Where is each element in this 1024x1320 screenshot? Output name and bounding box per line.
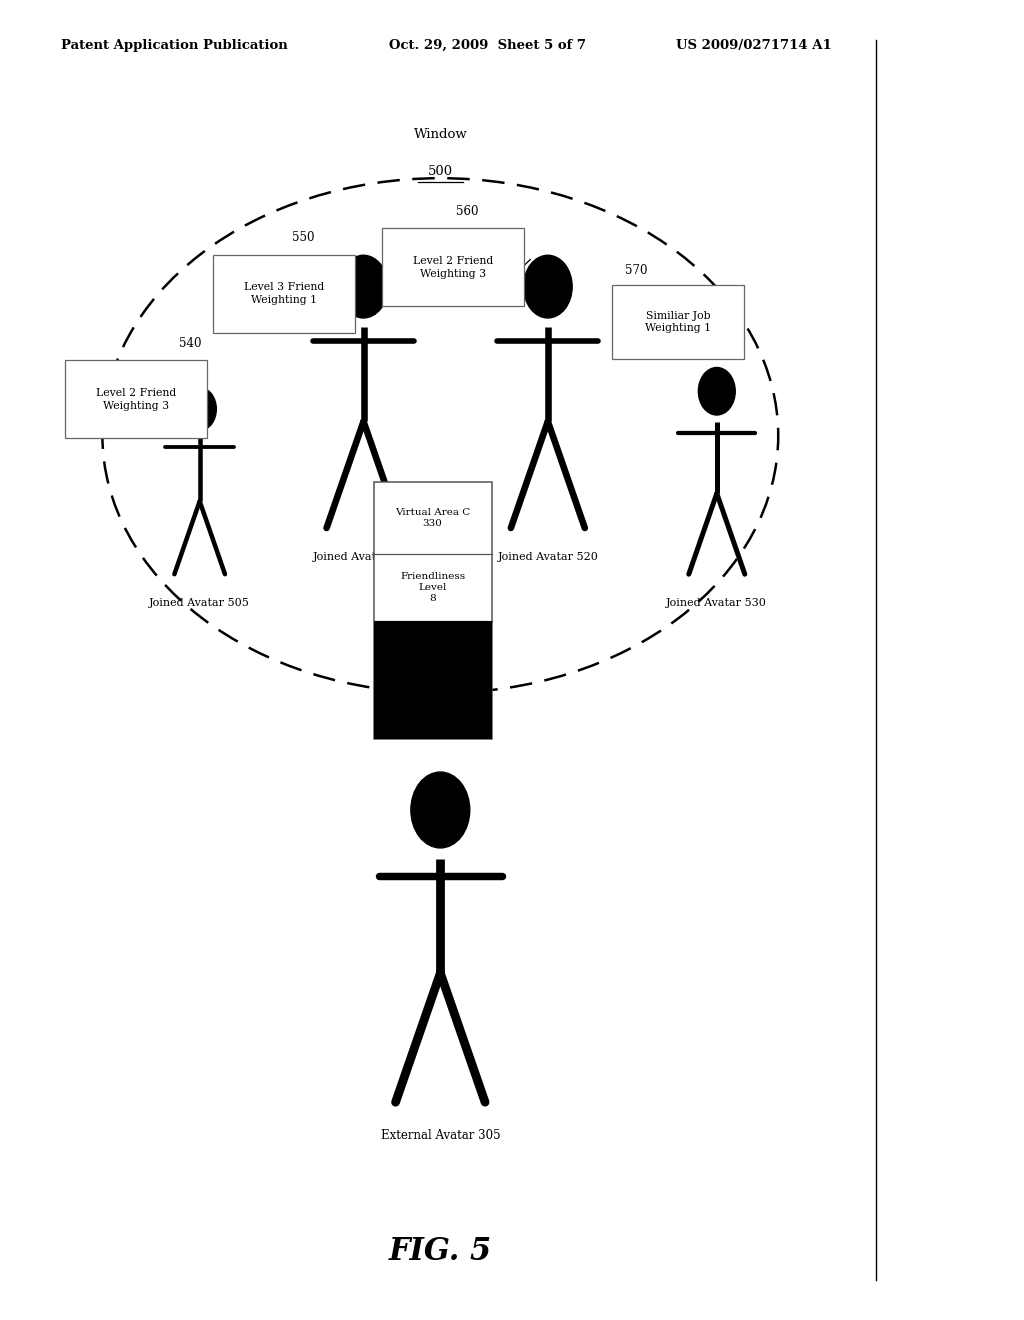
Text: Level 2 Friend
Weighting 3: Level 2 Friend Weighting 3 [95,388,176,411]
Circle shape [698,367,735,414]
Text: FIG. 5: FIG. 5 [389,1237,492,1267]
Text: US 2009/0271714 A1: US 2009/0271714 A1 [676,38,831,51]
Text: Joined Avatar 510: Joined Avatar 510 [313,552,414,562]
FancyBboxPatch shape [374,482,492,739]
Text: Virtual Area C
330: Virtual Area C 330 [395,508,470,528]
Text: Joined Avatar 520: Joined Avatar 520 [498,552,598,562]
Text: Joined Avatar 505: Joined Avatar 505 [150,598,250,609]
Text: Window: Window [414,128,467,141]
FancyBboxPatch shape [612,285,744,359]
FancyBboxPatch shape [374,620,492,739]
Text: Level 3 Friend
Weighting 1: Level 3 Friend Weighting 1 [244,282,325,305]
Text: Level 2 Friend
Weighting 3: Level 2 Friend Weighting 3 [413,256,494,279]
FancyBboxPatch shape [65,360,207,438]
Text: Patent Application Publication: Patent Application Publication [61,38,288,51]
Text: 560: 560 [456,205,478,218]
Circle shape [339,255,388,318]
Text: 500: 500 [428,165,453,178]
Text: Friendliness
Level
8: Friendliness Level 8 [400,572,465,603]
Text: 550: 550 [292,231,314,244]
Text: 570: 570 [625,264,647,277]
Text: Oct. 29, 2009  Sheet 5 of 7: Oct. 29, 2009 Sheet 5 of 7 [389,38,586,51]
Circle shape [183,388,216,430]
Circle shape [523,255,572,318]
Text: External Avatar 305: External Avatar 305 [381,1129,500,1142]
Text: 540: 540 [179,337,202,350]
Text: Joined Avatar 530: Joined Avatar 530 [667,598,767,609]
Text: Similiar Job
Weighting 1: Similiar Job Weighting 1 [645,312,712,333]
FancyBboxPatch shape [382,228,524,306]
Circle shape [411,772,470,847]
FancyBboxPatch shape [213,255,355,333]
